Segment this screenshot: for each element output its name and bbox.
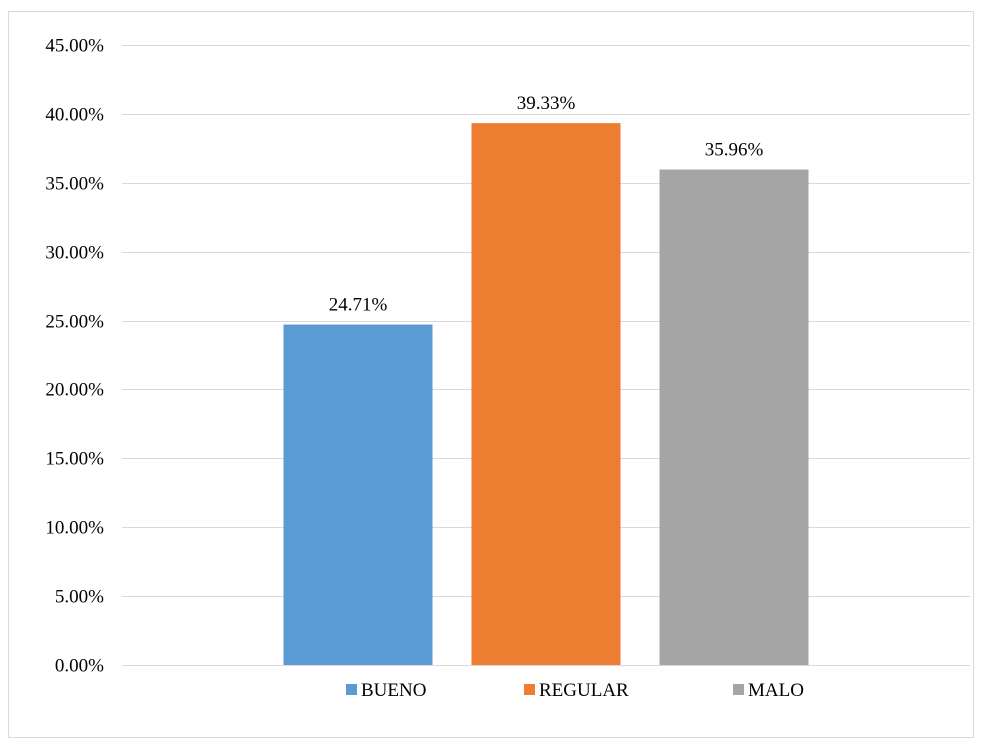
gridlines — [122, 45, 970, 666]
bar-malo — [659, 169, 809, 665]
y-tick-label: 10.00% — [45, 518, 104, 539]
y-tick-label: 20.00% — [45, 380, 104, 401]
legend-swatch-malo — [733, 684, 744, 695]
legend-swatch-regular — [524, 684, 535, 695]
legend-label-malo: MALO — [748, 680, 804, 701]
legend-swatch-bueno — [346, 684, 357, 695]
y-tick-label: 30.00% — [45, 243, 104, 264]
y-tick-label: 0.00% — [55, 656, 104, 677]
legend-label-regular: REGULAR — [539, 680, 629, 701]
bars — [283, 123, 809, 666]
y-tick-label: 40.00% — [45, 105, 104, 126]
legend: BUENO REGULAR MALO — [346, 680, 804, 701]
bar-bueno — [283, 324, 433, 665]
legend-label-bueno: BUENO — [361, 680, 426, 701]
data-label-malo: 35.96% — [705, 140, 764, 161]
data-label-regular: 39.33% — [517, 93, 576, 114]
data-labels: 24.71% 39.33% 35.96% — [329, 93, 764, 315]
y-axis-tick-labels: 0.00% 5.00% 10.00% 15.00% 20.00% 25.00% 30.00%… — [45, 36, 104, 677]
bar-regular — [471, 123, 621, 666]
y-tick-label: 25.00% — [45, 312, 104, 333]
y-tick-label: 45.00% — [45, 36, 104, 57]
y-tick-label: 5.00% — [55, 587, 104, 608]
y-tick-label: 15.00% — [45, 449, 104, 470]
data-label-bueno: 24.71% — [329, 295, 388, 316]
y-tick-label: 35.00% — [45, 174, 104, 195]
